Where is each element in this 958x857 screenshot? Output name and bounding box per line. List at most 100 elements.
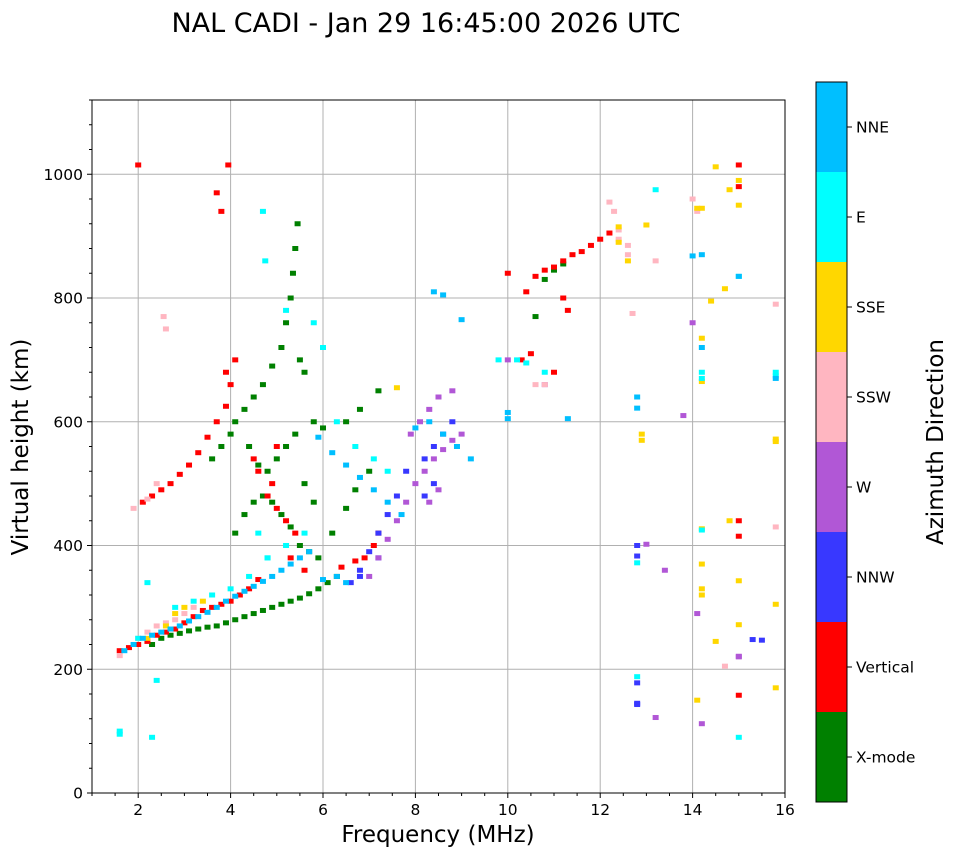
- data-point: [310, 419, 317, 425]
- data-points: [116, 162, 779, 740]
- data-point: [225, 162, 232, 168]
- data-point: [366, 549, 373, 555]
- data-point: [375, 555, 382, 561]
- data-point: [726, 518, 733, 524]
- data-point: [698, 375, 705, 381]
- data-point: [694, 205, 701, 211]
- data-point: [370, 487, 377, 493]
- data-point: [638, 431, 645, 437]
- data-point: [153, 623, 160, 629]
- data-point: [458, 431, 465, 437]
- x-tick-label: 12: [590, 801, 610, 819]
- data-point: [320, 345, 326, 350]
- data-point: [356, 573, 363, 579]
- colorbar-tick-label: NNE: [856, 119, 889, 137]
- data-point: [176, 623, 183, 629]
- data-point: [172, 626, 179, 632]
- data-point: [440, 431, 447, 437]
- data-point: [209, 604, 216, 610]
- data-point: [296, 357, 303, 363]
- data-point: [430, 444, 437, 449]
- data-point: [689, 253, 696, 259]
- data-point: [195, 614, 202, 620]
- y-tick-label: 0: [73, 785, 83, 803]
- data-point: [384, 499, 391, 505]
- data-point: [384, 512, 391, 518]
- grid-lines: [92, 100, 786, 794]
- data-point: [289, 270, 296, 276]
- data-point: [652, 258, 659, 264]
- data-point: [611, 208, 618, 214]
- data-point: [638, 437, 645, 443]
- data-point: [532, 314, 539, 320]
- data-point: [213, 604, 220, 610]
- data-point: [329, 450, 336, 456]
- data-point: [320, 425, 326, 431]
- data-point: [541, 369, 548, 375]
- data-point: [144, 629, 151, 635]
- data-point: [698, 379, 705, 385]
- colorbar-tick-label: X-mode: [856, 749, 915, 767]
- data-point: [292, 431, 299, 437]
- data-point: [160, 314, 167, 320]
- data-point: [204, 434, 211, 440]
- data-point: [698, 335, 705, 341]
- data-point: [167, 626, 174, 632]
- data-point: [772, 301, 779, 307]
- data-point: [250, 499, 257, 505]
- data-point: [735, 177, 742, 183]
- y-tick-label: 400: [53, 537, 83, 555]
- data-point: [218, 208, 225, 214]
- data-point: [624, 242, 631, 248]
- data-point: [218, 601, 225, 607]
- data-point: [398, 512, 405, 518]
- data-point: [209, 456, 216, 462]
- data-point: [698, 721, 705, 727]
- data-point: [523, 289, 530, 295]
- data-point: [324, 580, 331, 586]
- data-point: [661, 567, 668, 573]
- data-point: [417, 419, 424, 425]
- data-point: [772, 369, 779, 375]
- data-point: [689, 196, 696, 202]
- data-point: [139, 635, 146, 641]
- data-point: [287, 524, 294, 530]
- data-point: [135, 635, 142, 641]
- data-point: [449, 419, 456, 425]
- data-point: [504, 416, 511, 422]
- data-point: [412, 481, 419, 487]
- data-point: [426, 419, 433, 425]
- data-point: [772, 375, 779, 381]
- data-point: [227, 382, 234, 388]
- data-point: [199, 598, 206, 604]
- data-point: [698, 252, 705, 258]
- data-point: [435, 394, 442, 400]
- data-point: [264, 493, 271, 499]
- data-point: [587, 242, 594, 248]
- data-point: [694, 611, 701, 617]
- data-point: [283, 320, 290, 326]
- data-point: [449, 437, 456, 443]
- data-point: [195, 450, 202, 456]
- data-point: [269, 481, 276, 487]
- x-tick-label: 8: [410, 801, 420, 819]
- data-point: [412, 425, 419, 431]
- data-point: [467, 456, 474, 462]
- data-point: [440, 292, 447, 298]
- data-point: [273, 505, 280, 511]
- data-point: [624, 252, 631, 258]
- data-point: [758, 637, 765, 643]
- data-point: [366, 468, 373, 474]
- data-point: [333, 419, 340, 425]
- data-point: [255, 462, 262, 468]
- colorbar-segment: [816, 712, 847, 802]
- data-point: [504, 357, 511, 363]
- data-point: [227, 598, 234, 604]
- data-point: [172, 604, 179, 610]
- data-point: [343, 462, 350, 468]
- data-point: [296, 555, 303, 561]
- colorbar-segment: [816, 352, 847, 442]
- data-point: [144, 638, 151, 644]
- data-point: [735, 578, 742, 584]
- data-point: [310, 320, 317, 326]
